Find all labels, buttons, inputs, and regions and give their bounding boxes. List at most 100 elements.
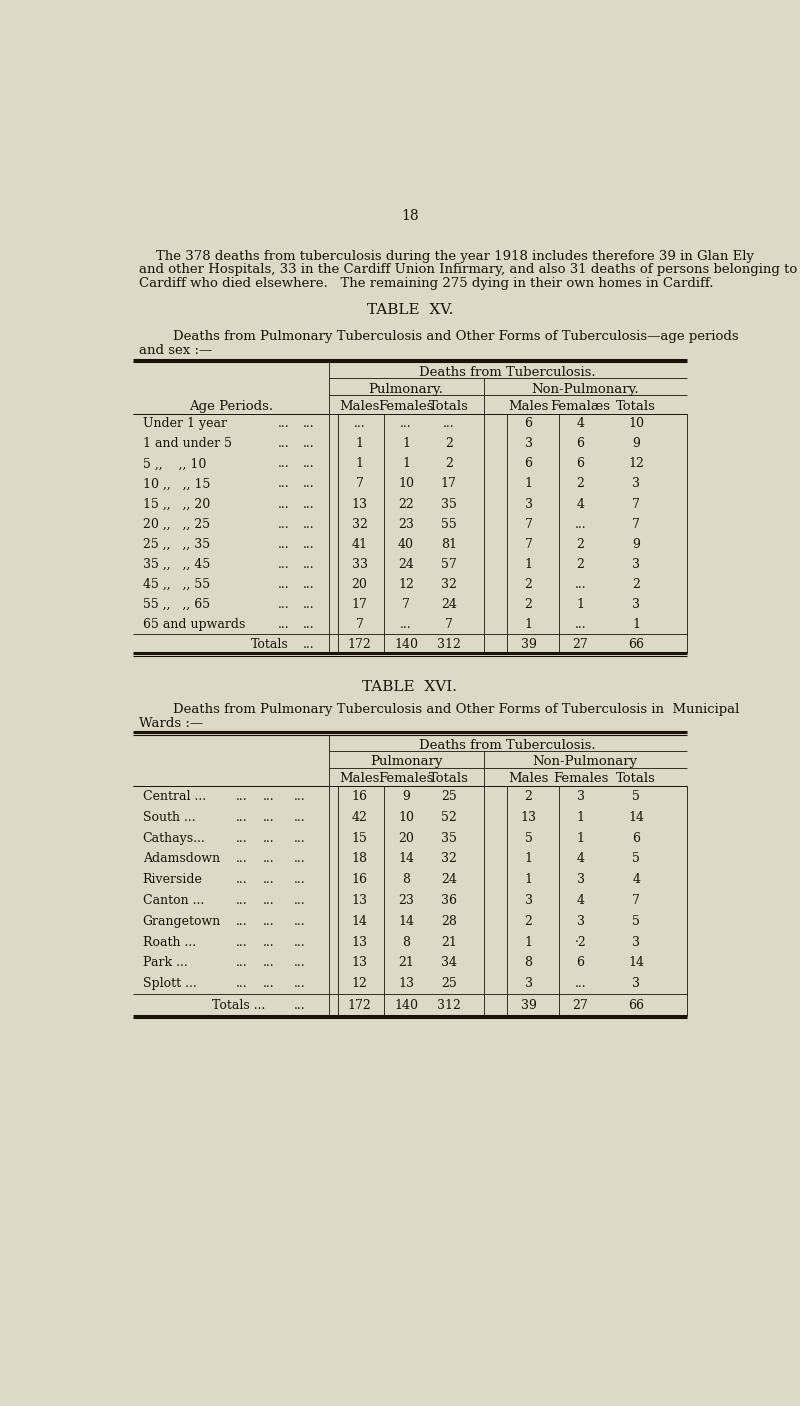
Text: 1: 1 (577, 811, 585, 824)
Text: 172: 172 (348, 998, 371, 1012)
Text: Males: Males (508, 772, 549, 786)
Text: 1: 1 (525, 558, 533, 571)
Text: 20 ,,   ,, 25: 20 ,, ,, 25 (142, 517, 210, 530)
Text: 35: 35 (441, 498, 457, 510)
Text: Wards :—: Wards :— (138, 717, 203, 730)
Text: Riverside: Riverside (142, 873, 202, 886)
Text: 6: 6 (632, 832, 640, 845)
Text: 55 ,,   ,, 65: 55 ,, ,, 65 (142, 598, 210, 610)
Text: ...: ... (303, 517, 314, 530)
Text: ...: ... (236, 956, 247, 969)
Text: 7: 7 (632, 894, 640, 907)
Text: 4: 4 (577, 852, 585, 866)
Text: ...: ... (262, 811, 274, 824)
Text: ...: ... (574, 578, 586, 591)
Text: 8: 8 (525, 956, 533, 969)
Text: 6: 6 (577, 437, 585, 450)
Text: 2: 2 (525, 915, 533, 928)
Text: 5: 5 (632, 790, 640, 803)
Text: 17: 17 (352, 598, 367, 610)
Text: 3: 3 (525, 498, 533, 510)
Text: The 378 deaths from tuberculosis during the year 1918 includes therefore 39 in G: The 378 deaths from tuberculosis during … (138, 250, 754, 263)
Text: Males: Males (339, 399, 380, 413)
Text: 7: 7 (445, 617, 453, 631)
Text: ...: ... (278, 418, 290, 430)
Text: Deaths from Pulmonary Tuberculosis and Other Forms of Tuberculosis—age periods: Deaths from Pulmonary Tuberculosis and O… (138, 330, 738, 343)
Text: 23: 23 (398, 517, 414, 530)
Text: 10: 10 (398, 811, 414, 824)
Text: Pulmonary.: Pulmonary. (369, 382, 444, 395)
Text: 13: 13 (352, 894, 368, 907)
Text: 1: 1 (525, 873, 533, 886)
Text: 40: 40 (398, 537, 414, 551)
Text: 3: 3 (632, 977, 640, 990)
Text: 66: 66 (628, 998, 644, 1012)
Text: ...: ... (278, 437, 290, 450)
Text: Cathays...: Cathays... (142, 832, 206, 845)
Text: ...: ... (278, 578, 290, 591)
Text: Deaths from Tuberculosis.: Deaths from Tuberculosis. (419, 738, 596, 752)
Text: 45 ,,   ,, 55: 45 ,, ,, 55 (142, 578, 210, 591)
Text: 1: 1 (632, 617, 640, 631)
Text: ...: ... (236, 894, 247, 907)
Text: 8: 8 (402, 935, 410, 949)
Text: ...: ... (262, 956, 274, 969)
Text: ...: ... (236, 935, 247, 949)
Text: 12: 12 (398, 578, 414, 591)
Text: 1: 1 (356, 437, 364, 450)
Text: 16: 16 (352, 790, 368, 803)
Text: ...: ... (294, 915, 306, 928)
Text: 17: 17 (441, 478, 457, 491)
Text: 2: 2 (577, 478, 585, 491)
Text: ...: ... (303, 537, 314, 551)
Text: ...: ... (262, 935, 274, 949)
Text: 3: 3 (632, 478, 640, 491)
Text: 1: 1 (402, 457, 410, 471)
Text: ...: ... (278, 617, 290, 631)
Text: ·2: ·2 (574, 935, 586, 949)
Text: ...: ... (294, 998, 306, 1012)
Text: 25: 25 (441, 977, 457, 990)
Text: 5: 5 (632, 852, 640, 866)
Text: 2: 2 (632, 578, 640, 591)
Text: 35: 35 (441, 832, 457, 845)
Text: ...: ... (303, 437, 314, 450)
Text: 6: 6 (525, 418, 533, 430)
Text: 2: 2 (445, 437, 453, 450)
Text: 34: 34 (441, 956, 457, 969)
Text: 4: 4 (577, 418, 585, 430)
Text: 1: 1 (356, 457, 364, 471)
Text: 14: 14 (398, 915, 414, 928)
Text: 10: 10 (398, 478, 414, 491)
Text: ...: ... (262, 915, 274, 928)
Text: ...: ... (574, 517, 586, 530)
Text: Totals: Totals (251, 638, 289, 651)
Text: Splott ...: Splott ... (142, 977, 196, 990)
Text: 7: 7 (356, 478, 363, 491)
Text: 24: 24 (441, 873, 457, 886)
Text: 13: 13 (352, 498, 368, 510)
Text: 7: 7 (402, 598, 410, 610)
Text: 18: 18 (401, 208, 419, 222)
Text: 25: 25 (441, 790, 457, 803)
Text: 57: 57 (441, 558, 457, 571)
Text: Park ...: Park ... (142, 956, 187, 969)
Text: 2: 2 (525, 598, 533, 610)
Text: 4: 4 (632, 873, 640, 886)
Text: ...: ... (303, 638, 314, 651)
Text: Under 1 year: Under 1 year (142, 418, 226, 430)
Text: 6: 6 (525, 457, 533, 471)
Text: ...: ... (303, 558, 314, 571)
Text: 28: 28 (441, 915, 457, 928)
Text: 20: 20 (398, 832, 414, 845)
Text: Central ...: Central ... (142, 790, 206, 803)
Text: 2: 2 (577, 558, 585, 571)
Text: 5: 5 (632, 915, 640, 928)
Text: ...: ... (443, 418, 454, 430)
Text: Females: Females (378, 772, 434, 786)
Text: ...: ... (278, 457, 290, 471)
Text: ...: ... (236, 811, 247, 824)
Text: ...: ... (278, 478, 290, 491)
Text: Totals: Totals (429, 399, 469, 413)
Text: 35 ,,   ,, 45: 35 ,, ,, 45 (142, 558, 210, 571)
